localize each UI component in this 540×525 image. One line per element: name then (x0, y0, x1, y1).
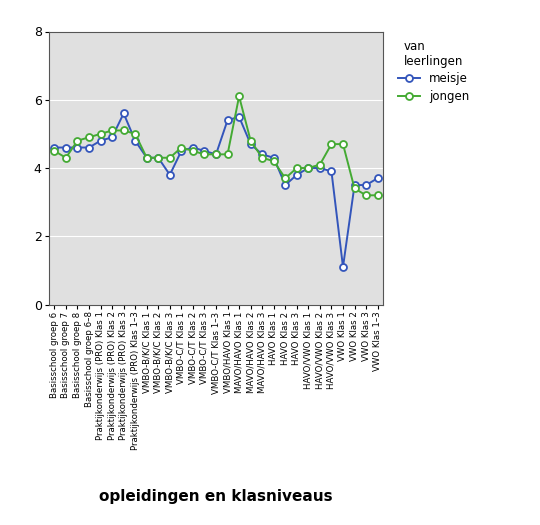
jongen (132, 131, 138, 137)
jongen (155, 155, 161, 161)
meisje (363, 182, 369, 188)
meisje (340, 264, 346, 270)
Line: jongen: jongen (51, 93, 381, 199)
meisje (86, 144, 92, 151)
jongen (271, 158, 277, 164)
meisje (74, 144, 80, 151)
meisje (178, 148, 185, 154)
meisje (201, 148, 208, 154)
meisje (155, 155, 161, 161)
jongen (352, 185, 358, 192)
meisje (328, 168, 335, 174)
meisje (190, 144, 196, 151)
meisje (271, 155, 277, 161)
jongen (166, 155, 173, 161)
meisje (247, 141, 254, 147)
jongen (259, 155, 266, 161)
jongen (340, 141, 346, 147)
meisje (144, 155, 150, 161)
meisje (236, 114, 242, 120)
jongen (190, 148, 196, 154)
meisje (132, 138, 138, 144)
meisje (109, 134, 116, 141)
jongen (63, 155, 69, 161)
jongen (51, 148, 58, 154)
jongen (224, 151, 231, 158)
jongen (328, 141, 335, 147)
meisje (166, 172, 173, 178)
meisje (305, 165, 312, 171)
jongen (86, 134, 92, 141)
meisje (316, 165, 323, 171)
jongen (316, 162, 323, 168)
meisje (97, 138, 104, 144)
jongen (374, 192, 381, 198)
jongen (305, 165, 312, 171)
jongen (282, 175, 288, 182)
Legend: meisje, jongen: meisje, jongen (396, 37, 471, 106)
jongen (74, 138, 80, 144)
jongen (201, 151, 208, 158)
Text: opleidingen en klasniveaus: opleidingen en klasniveaus (99, 489, 333, 504)
meisje (294, 172, 300, 178)
jongen (178, 144, 185, 151)
meisje (374, 175, 381, 182)
jongen (294, 165, 300, 171)
meisje (51, 144, 58, 151)
meisje (120, 110, 127, 117)
jongen (213, 151, 219, 158)
jongen (144, 155, 150, 161)
jongen (247, 138, 254, 144)
jongen (363, 192, 369, 198)
meisje (224, 117, 231, 123)
meisje (282, 182, 288, 188)
meisje (259, 151, 266, 158)
meisje (63, 144, 69, 151)
meisje (352, 182, 358, 188)
jongen (120, 127, 127, 133)
meisje (213, 151, 219, 158)
jongen (109, 127, 116, 133)
jongen (97, 131, 104, 137)
Line: meisje: meisje (51, 110, 381, 270)
jongen (236, 93, 242, 100)
